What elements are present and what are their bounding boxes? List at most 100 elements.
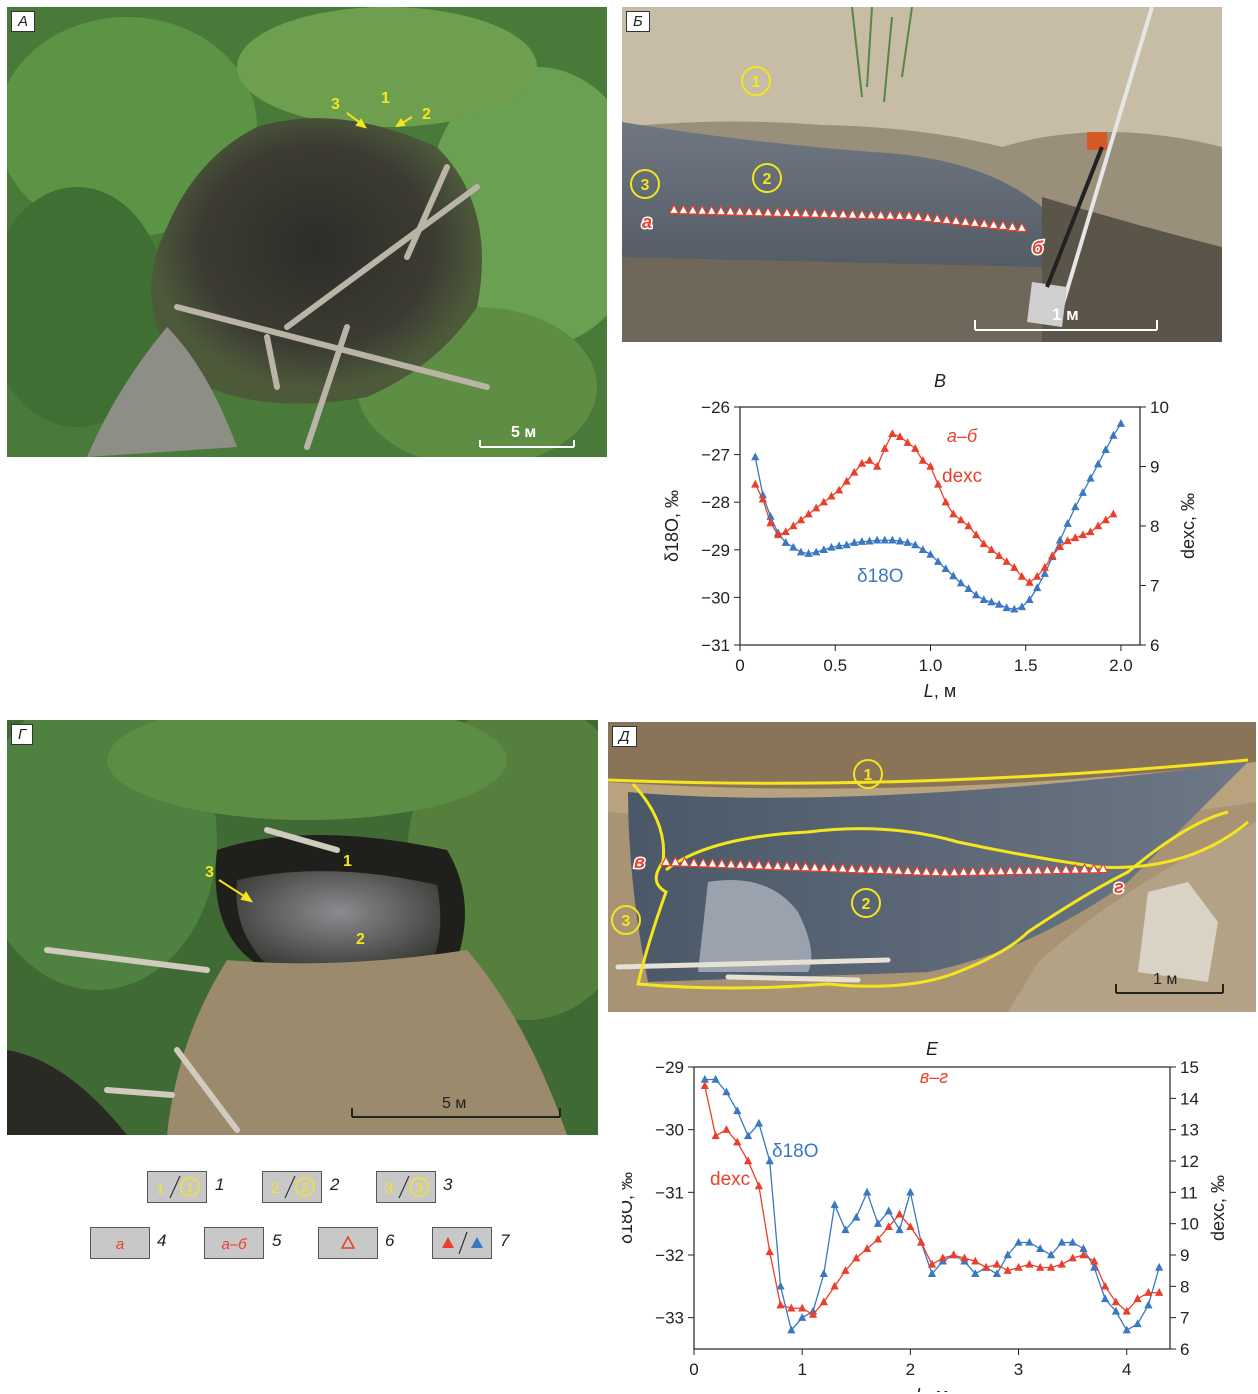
point-dexc (1057, 1259, 1066, 1268)
point-dexc (895, 432, 905, 440)
y-right-tick-label: 9 (1180, 1246, 1189, 1265)
y-left-tick-label: −29 (701, 541, 730, 560)
point-d18o (1057, 1237, 1066, 1246)
point-d18o (956, 578, 966, 587)
sample-triangle-d (930, 865, 942, 877)
sample-triangle-b (959, 215, 971, 227)
x-tick-label: 1 (797, 1360, 806, 1379)
sample-triangle-d (669, 856, 681, 867)
photo-b-image (622, 7, 1222, 342)
point-dexc (808, 1309, 818, 1318)
point-d18o (1010, 604, 1019, 613)
sampling-line-b (668, 203, 1028, 233)
sample-triangle-b (687, 204, 699, 215)
point-dexc (1133, 1294, 1142, 1303)
chart-panel-label: Е (926, 1039, 939, 1059)
point-d18o (819, 545, 828, 554)
point-d18o (880, 535, 889, 544)
sample-triangle-d (753, 859, 765, 870)
point-dexc (979, 539, 988, 548)
point-d18o (1025, 1237, 1034, 1246)
point-d18o (781, 538, 790, 546)
series-annotation-dexc: dexc (710, 1169, 750, 1190)
y-left-tick-label: −31 (701, 636, 730, 655)
sample-triangle-d (846, 862, 858, 874)
point-d18o (1093, 459, 1103, 468)
sample-triangle-d (976, 865, 988, 876)
point-dexc (776, 1300, 785, 1309)
sample-triangle-d (1023, 864, 1035, 875)
svg-text:а: а (116, 1236, 124, 1253)
photo-g-image (7, 720, 598, 1135)
y-left-tick-label: −31 (655, 1183, 684, 1202)
panel-label-b: Б (626, 11, 650, 32)
sample-triangle-d (725, 858, 737, 869)
point-dexc (971, 1256, 980, 1265)
point-d18o (992, 1269, 1002, 1278)
series-line-d18o (704, 1078, 1160, 1332)
point-dexc (906, 1222, 915, 1231)
point-d18o (1086, 473, 1095, 482)
photo-a-image (7, 7, 607, 457)
point-dexc (787, 1303, 796, 1312)
point-d18o (884, 1206, 893, 1215)
point-d18o (841, 1225, 850, 1234)
svg-text:2: 2 (301, 1180, 308, 1195)
point-dexc (903, 438, 912, 446)
y-right-tick-label: 10 (1150, 398, 1169, 417)
y-left-tick-label: −26 (701, 398, 730, 417)
point-dexc (1101, 515, 1110, 524)
y-right-axis-label: dexc, ‰ (1208, 1175, 1228, 1241)
point-dexc (1155, 1288, 1164, 1296)
point-d18o (852, 1212, 861, 1221)
point-dexc (1003, 1266, 1012, 1274)
y-left-tick-label: −27 (701, 446, 730, 465)
point-d18o (1068, 1237, 1077, 1246)
point-dexc (888, 429, 897, 437)
point-dexc (1002, 557, 1011, 565)
y-left-tick-label: −29 (655, 1058, 684, 1077)
point-d18o (834, 541, 844, 550)
x-tick-label: 1.5 (1014, 656, 1038, 675)
chart-section-label: в–г (920, 1067, 948, 1087)
y-right-tick-label: 8 (1150, 517, 1159, 536)
photo-panel-b: Б 1 2 3 а б 1 м (622, 7, 1222, 342)
point-d18o (1090, 1262, 1099, 1271)
point-dexc (1040, 563, 1049, 571)
point-dexc (873, 1234, 883, 1243)
y-right-tick-label: 9 (1150, 458, 1159, 477)
photo-panel-d: Д 1 2 3 в г 1 м (608, 722, 1256, 1012)
y-left-tick-label: −32 (655, 1246, 684, 1265)
photo-a-overlay: 3 1 2 5 м (331, 90, 575, 448)
legend-num-7: 7 (500, 1231, 510, 1250)
scale-a: 5 м (511, 424, 536, 441)
sample-triangle-d (1013, 864, 1025, 875)
point-dexc (862, 1244, 872, 1252)
point-d18o (754, 1118, 764, 1127)
sample-triangle-d (660, 855, 672, 867)
point-d18o (796, 547, 806, 556)
point-d18o (1155, 1262, 1164, 1271)
sample-triangle-b (724, 205, 736, 216)
circle-b-2: 2 (763, 171, 772, 188)
sample-triangle-d (911, 865, 923, 876)
x-tick-label: 0.5 (823, 656, 847, 675)
point-dexc (733, 1137, 742, 1146)
point-d18o (918, 545, 927, 554)
point-d18o (1100, 1294, 1110, 1303)
point-d18o (751, 452, 760, 461)
point-dexc (1033, 571, 1042, 580)
sample-triangle-d (707, 857, 718, 868)
point-dexc (842, 476, 851, 485)
sample-triangle-b (978, 217, 990, 229)
point-d18o (804, 549, 813, 557)
point-d18o (1071, 502, 1080, 511)
point-d18o (1002, 603, 1011, 612)
point-d18o (1014, 1237, 1023, 1246)
sample-triangle-d (939, 866, 951, 877)
legend-box-7 (432, 1227, 492, 1259)
point-d18o (700, 1074, 709, 1083)
point-dexc (972, 530, 981, 539)
